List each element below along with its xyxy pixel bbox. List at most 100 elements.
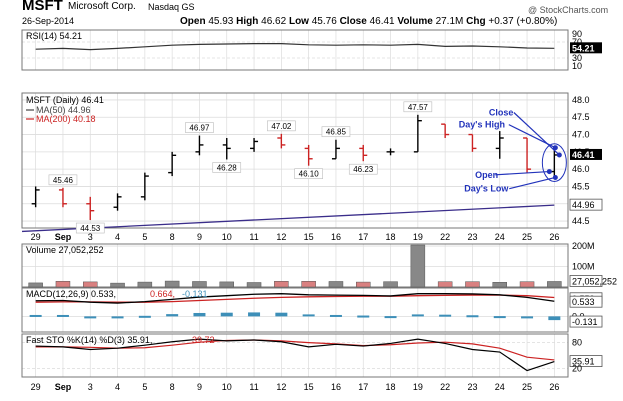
price-right-label: 44.96 — [572, 200, 595, 210]
rsi-legend: RSI(14) 54.21 — [26, 31, 82, 41]
x-axis-label-bottom: 19 — [413, 382, 423, 392]
price-label-box — [321, 126, 351, 138]
x-axis-label: 8 — [170, 232, 175, 242]
volume-label: Volume — [397, 16, 433, 27]
open-label: Open — [180, 16, 206, 27]
exchange: Nasdaq GS — [148, 2, 195, 12]
volume-bar — [328, 281, 344, 288]
x-axis-label: 16 — [331, 232, 341, 242]
low-label: Low — [288, 16, 309, 27]
volume-bar — [410, 244, 426, 288]
rsi-tick: 10 — [572, 61, 582, 71]
sto-tick: 80 — [572, 338, 582, 348]
price-frame — [21, 92, 569, 229]
volume-bar — [192, 281, 207, 288]
quote-summary: Open 45.93 High 46.62 Low 45.76 Close 46… — [180, 16, 557, 27]
macd-hist-legend: -0.131 — [182, 289, 208, 299]
x-axis-label-bottom: 9 — [197, 382, 202, 392]
price-label: 46.28 — [217, 163, 238, 172]
price-tick: 44.5 — [572, 216, 590, 226]
x-axis-label-bottom: 8 — [170, 382, 175, 392]
sto-current-value-box — [569, 355, 603, 367]
sto-tick: 20 — [572, 363, 582, 373]
volume-bar — [28, 282, 43, 288]
x-axis-label: 9 — [197, 232, 202, 242]
rsi-current-value: 54.21 — [572, 43, 595, 53]
x-axis-label-bottom: 4 — [115, 382, 120, 392]
macd-legend: MACD(12,26,9) 0.533, — [26, 289, 116, 299]
price-label-box — [403, 101, 433, 113]
macd-histogram-bar — [493, 316, 506, 319]
x-axis-label-bottom: 5 — [142, 382, 147, 392]
macd-histogram-bar — [521, 316, 534, 319]
macd-signal-legend: 0.664, — [150, 289, 175, 299]
volume-bar — [246, 282, 262, 288]
volume-bar — [137, 281, 153, 288]
price-label: 46.97 — [189, 124, 210, 133]
price-tick: 47.0 — [572, 130, 590, 140]
sto-frame — [21, 333, 569, 378]
x-axis-label-bottom: 12 — [276, 382, 286, 392]
macd-histogram-bar — [302, 314, 315, 317]
price-label-box — [212, 162, 242, 173]
macd-histogram-bar — [411, 314, 424, 317]
company-name: Microsoft Corp. — [68, 1, 136, 12]
macd-hist-value: -0.131 — [572, 317, 598, 327]
annotation-arrow — [508, 124, 556, 149]
rsi-tick: 90 — [572, 29, 582, 39]
price-label-box — [185, 122, 214, 133]
annotation-arrowhead — [546, 169, 552, 175]
price-tick: 47.5 — [572, 112, 590, 122]
chg-label: Chg — [466, 16, 486, 27]
sto-k-line — [35, 338, 555, 372]
low-value: 45.76 — [311, 16, 337, 27]
price-right-label-box — [570, 148, 602, 160]
volume-bar — [383, 281, 398, 288]
macd-histogram-bar — [548, 316, 561, 321]
x-axis-label: 17 — [358, 232, 368, 242]
x-axis-label: 22 — [440, 232, 450, 242]
annotation-highlight — [541, 143, 567, 182]
ma50-line — [21, 204, 555, 233]
volume-bar — [519, 281, 535, 288]
macd-histogram-bar — [466, 315, 479, 318]
macd-histogram-bar — [138, 315, 151, 318]
volume-legend: Volume 27,052,252 — [26, 245, 104, 255]
rsi-tick: 30 — [572, 53, 582, 63]
close-value: 46.41 — [369, 16, 395, 27]
x-axis-label-bottom: 3 — [88, 382, 93, 392]
x-axis-label: 5 — [142, 232, 147, 242]
x-axis-label: 11 — [249, 232, 258, 242]
volume-bar — [301, 281, 316, 288]
macd-line — [35, 293, 555, 304]
price-label: 45.46 — [53, 176, 74, 185]
x-axis-label: 15 — [304, 232, 314, 242]
annotation-arrow — [509, 176, 556, 190]
price-label-box — [267, 120, 296, 132]
macd-histogram-bar — [84, 316, 97, 319]
x-axis-label: 3 — [88, 232, 93, 242]
volume-bar — [55, 281, 71, 288]
x-axis-label: 10 — [222, 232, 232, 242]
annotation-arrowhead — [556, 152, 562, 158]
x-axis-label-bottom: 11 — [249, 382, 258, 392]
macd-histogram-bar — [166, 314, 179, 317]
high-label: High — [236, 16, 259, 27]
x-axis-label-bottom: 24 — [495, 382, 505, 392]
macd-current-value: 0.533 — [572, 297, 595, 307]
annotation-label: Open — [475, 170, 498, 180]
volume-bar — [110, 282, 125, 288]
price-label: 46.10 — [299, 170, 320, 179]
volume-bar — [437, 281, 453, 288]
volume-bar — [492, 282, 507, 288]
volume-bar — [356, 281, 371, 288]
macd-frame — [21, 287, 569, 333]
close-label: Close — [339, 16, 367, 27]
price-label: 47.02 — [271, 122, 292, 131]
ma200-legend: MA(200) 40.18 — [36, 114, 96, 124]
x-axis-label: 26 — [549, 232, 559, 242]
macd-histogram-bar — [329, 314, 342, 317]
price-label-box — [294, 168, 323, 179]
annotation-arrowhead — [552, 145, 558, 151]
macd-histogram-bar — [193, 312, 206, 317]
